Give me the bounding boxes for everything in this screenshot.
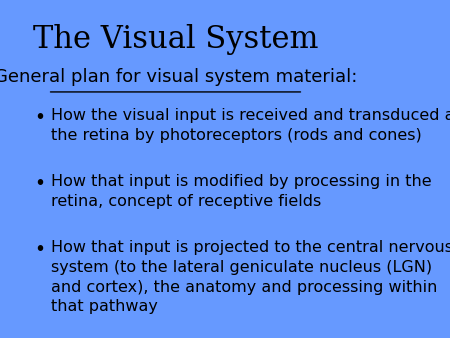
Text: How the visual input is received and transduced at
the retina by photoreceptors : How the visual input is received and tra…: [51, 108, 450, 143]
Text: The Visual System: The Visual System: [33, 24, 318, 55]
Text: How that input is modified by processing in the
retina, concept of receptive fie: How that input is modified by processing…: [51, 174, 432, 209]
Text: General plan for visual system material:: General plan for visual system material:: [0, 68, 357, 86]
Text: •: •: [34, 240, 45, 259]
Text: •: •: [34, 108, 45, 127]
Text: How that input is projected to the central nervous
system (to the lateral genicu: How that input is projected to the centr…: [51, 240, 450, 314]
Text: •: •: [34, 174, 45, 193]
